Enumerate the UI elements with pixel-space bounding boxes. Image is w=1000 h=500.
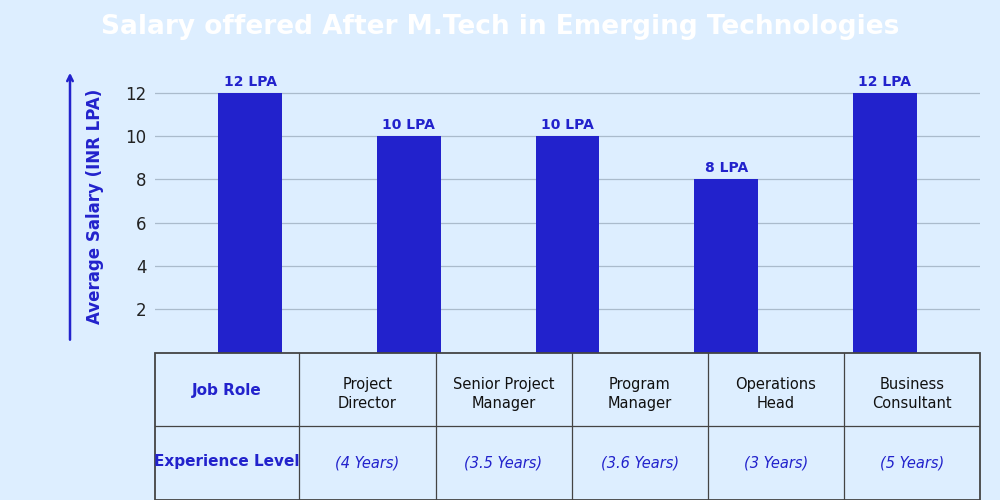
Text: (4 Years): (4 Years) <box>335 456 400 470</box>
Text: 8 LPA: 8 LPA <box>705 162 748 175</box>
Text: Salary offered After M.Tech in Emerging Technologies: Salary offered After M.Tech in Emerging … <box>101 14 899 40</box>
Text: Experience Level: Experience Level <box>154 454 300 469</box>
Text: Program
Manager: Program Manager <box>608 377 672 410</box>
Text: (5 Years): (5 Years) <box>880 456 944 470</box>
Text: Operations
Head: Operations Head <box>735 377 816 410</box>
Text: 12 LPA: 12 LPA <box>858 74 911 88</box>
Text: (3.6 Years): (3.6 Years) <box>601 456 679 470</box>
Text: Business
Consultant: Business Consultant <box>872 377 952 410</box>
Text: Senior Project
Manager: Senior Project Manager <box>453 377 554 410</box>
Text: 10 LPA: 10 LPA <box>382 118 435 132</box>
Bar <box>853 92 917 352</box>
Bar <box>218 92 282 352</box>
Text: (3 Years): (3 Years) <box>744 456 808 470</box>
Text: Average Salary (INR LPA): Average Salary (INR LPA) <box>86 88 104 324</box>
Bar <box>694 179 758 352</box>
Text: Project
Director: Project Director <box>338 377 397 410</box>
Text: 10 LPA: 10 LPA <box>541 118 594 132</box>
Text: Job Role: Job Role <box>192 384 262 398</box>
Bar <box>377 136 441 352</box>
Bar <box>536 136 599 352</box>
Text: (3.5 Years): (3.5 Years) <box>464 456 543 470</box>
Text: 12 LPA: 12 LPA <box>224 74 277 88</box>
